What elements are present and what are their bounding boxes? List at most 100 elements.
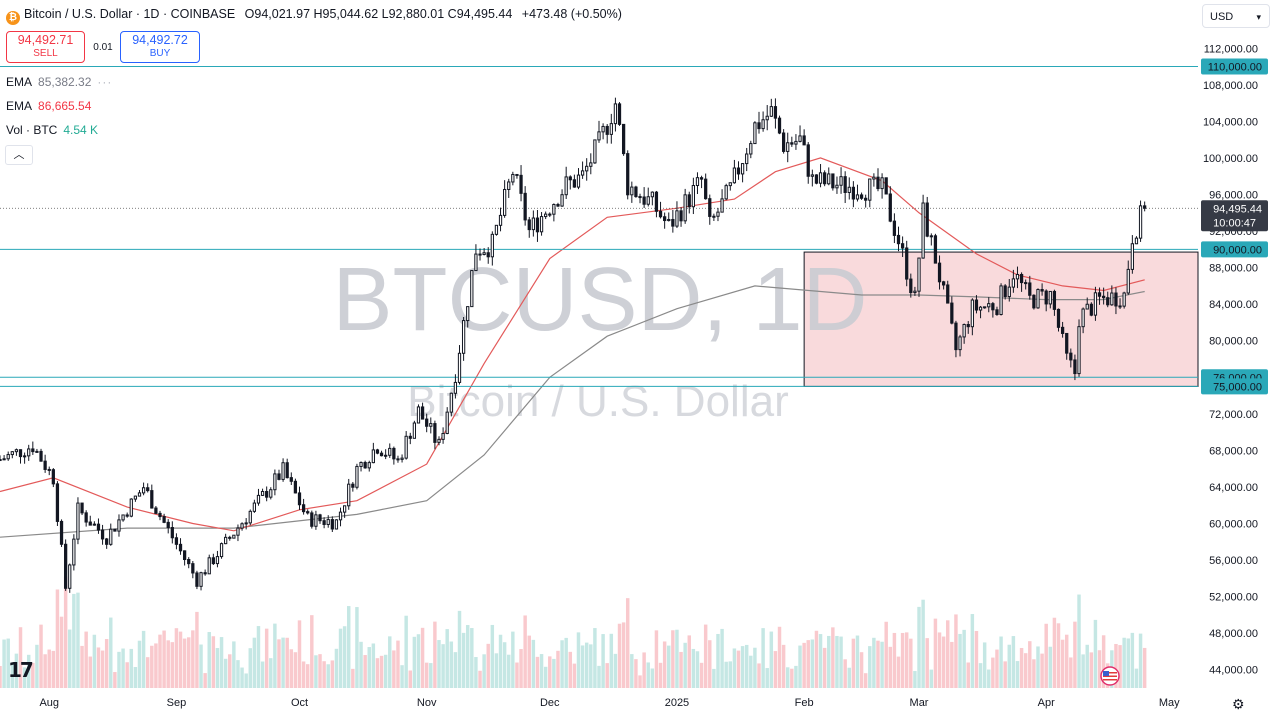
us-flag-icon xyxy=(1100,666,1120,686)
candle-body xyxy=(355,465,359,488)
indicator-label: EMA xyxy=(6,99,33,113)
candle-body xyxy=(105,538,109,545)
candle-body xyxy=(310,512,314,527)
volume-bar xyxy=(827,635,831,688)
candle-body xyxy=(396,458,400,461)
candle-body xyxy=(663,216,667,222)
indicator-value: 4.54 K xyxy=(63,123,99,137)
candle-body xyxy=(224,536,228,545)
volume-bar xyxy=(1007,644,1012,688)
volume-bar xyxy=(182,638,187,688)
volume-bar xyxy=(962,629,966,688)
volume-bar xyxy=(285,637,289,688)
volume-bar xyxy=(937,632,942,688)
volume-bar xyxy=(363,655,367,688)
y-tick-label: 84,000.00 xyxy=(1209,299,1258,311)
volume-bar xyxy=(613,653,618,688)
candle-body xyxy=(35,450,39,453)
candle-body xyxy=(1048,290,1052,305)
candle-body xyxy=(363,461,367,469)
sell-button[interactable]: 94,492.71 SELL xyxy=(6,31,85,63)
volume-bar xyxy=(1069,657,1073,688)
volume-bar xyxy=(950,641,954,688)
volume-bar xyxy=(59,616,64,688)
candle-body xyxy=(580,170,585,176)
volume-bar xyxy=(104,639,109,688)
volume-bar xyxy=(342,626,347,688)
candle-body xyxy=(564,176,568,196)
interval[interactable]: 1D xyxy=(143,7,160,21)
more-dots-icon[interactable]: ··· xyxy=(97,75,113,89)
open-value: 94,021.97 xyxy=(254,7,311,21)
candle-body xyxy=(962,324,966,338)
volume-bar xyxy=(351,668,355,688)
y-tick-label: 100,000.00 xyxy=(1203,153,1258,165)
volume-bar xyxy=(929,669,934,688)
candle-body xyxy=(306,511,310,514)
volume-bar xyxy=(1097,650,1102,688)
candle-body xyxy=(765,115,769,121)
volume-bar xyxy=(445,629,449,688)
candle-body xyxy=(708,198,712,217)
volume-bar xyxy=(1114,643,1118,688)
chevron-up-icon[interactable]: ︿ xyxy=(5,145,33,165)
x-tick-label: Dec xyxy=(540,697,560,709)
buy-button[interactable]: 94,492.72 BUY xyxy=(120,31,200,63)
tradingview-logo-icon[interactable]: 17 xyxy=(8,658,34,682)
candle-body xyxy=(453,381,458,394)
candle-body xyxy=(781,132,786,152)
candle-body xyxy=(535,217,540,233)
candle-body xyxy=(818,172,823,184)
candle-body xyxy=(244,522,248,525)
volume-bar xyxy=(995,649,999,688)
indicator-ema-fast[interactable]: EMA 86,665.54 xyxy=(6,99,91,113)
candle-body xyxy=(925,202,929,237)
volume-bar xyxy=(835,635,839,688)
candle-body xyxy=(1097,292,1102,297)
candle-body xyxy=(441,432,445,440)
settings-gear-icon[interactable]: ⚙ xyxy=(1232,696,1245,712)
candle-body xyxy=(256,494,261,504)
volume-bar xyxy=(753,647,757,688)
volume-bar xyxy=(527,635,531,688)
volume-bar xyxy=(223,658,228,688)
volume-bar xyxy=(769,631,774,688)
candle-body xyxy=(178,543,183,552)
currency-value: USD xyxy=(1210,11,1234,23)
indicator-ema-slow[interactable]: EMA 85,382.32 ··· xyxy=(6,75,112,89)
volume-bar xyxy=(511,631,515,688)
candle-body xyxy=(170,527,174,539)
candle-body xyxy=(400,457,404,460)
candle-body xyxy=(823,172,827,185)
candle-body xyxy=(84,512,88,523)
volume-bar xyxy=(699,662,704,688)
candle-body xyxy=(527,219,531,231)
candle-body xyxy=(777,117,782,134)
volume-bar xyxy=(355,607,359,688)
candle-body xyxy=(59,520,64,545)
volume-bar xyxy=(568,651,573,688)
volume-bar xyxy=(72,593,76,688)
currency-select[interactable]: USD ▾ xyxy=(1202,4,1270,28)
volume-bar xyxy=(412,636,417,688)
volume-bar xyxy=(162,630,166,688)
indicator-volume[interactable]: Vol · BTC 4.54 K xyxy=(6,123,98,137)
candle-body xyxy=(146,487,150,492)
candle-body xyxy=(318,514,322,522)
candle-body xyxy=(1106,297,1110,306)
candle-body xyxy=(896,234,901,245)
x-tick-label: Feb xyxy=(795,697,814,709)
volume-bar xyxy=(584,642,589,688)
volume-bar xyxy=(999,636,1003,688)
volume-bar xyxy=(248,648,252,688)
volume-bar xyxy=(141,630,146,688)
volume-bar xyxy=(654,630,659,688)
candle-body xyxy=(429,423,433,427)
volume-bar xyxy=(498,634,503,688)
candle-body xyxy=(1011,278,1016,288)
candle-body xyxy=(277,473,281,480)
candle-body xyxy=(330,519,334,530)
candle-body xyxy=(712,215,716,218)
volume-bar xyxy=(970,614,975,688)
